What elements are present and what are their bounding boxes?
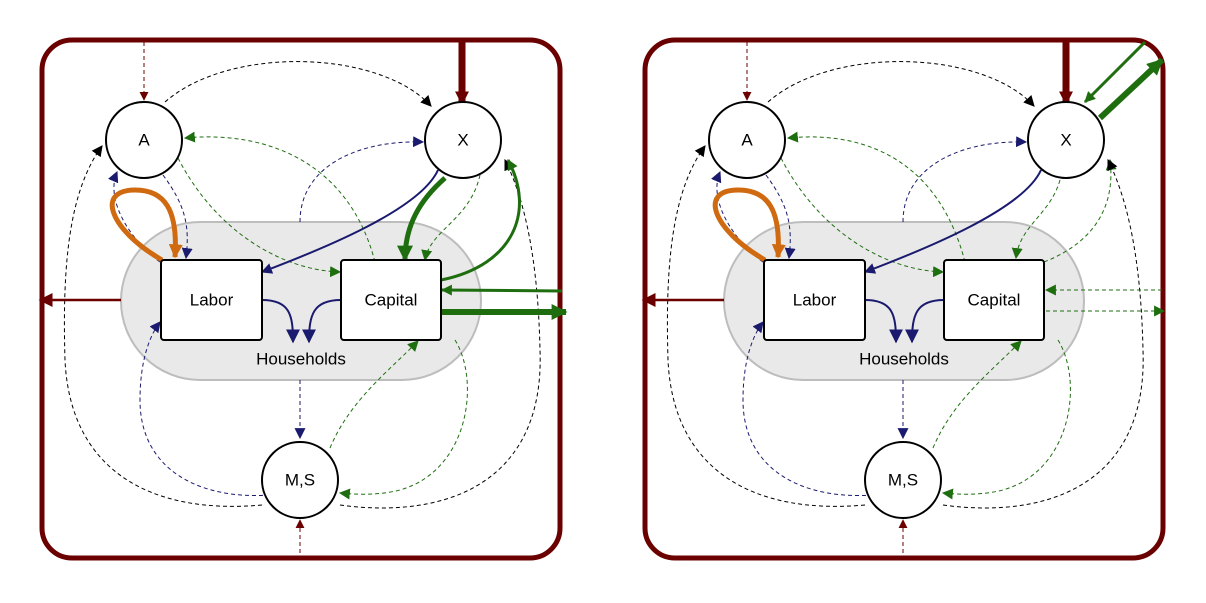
node-MS-label: M,S bbox=[285, 470, 315, 489]
node-capital-label: Capital bbox=[968, 290, 1021, 309]
node-capital[interactable]: Capital bbox=[943, 259, 1045, 341]
flow-capital-X bbox=[440, 159, 521, 282]
node-labor[interactable]: Labor bbox=[160, 259, 263, 341]
edge-MS-labor bbox=[139, 321, 271, 497]
flow-capital-households bbox=[905, 299, 945, 344]
edge-MS-labor bbox=[742, 321, 874, 497]
edge-capital-MS bbox=[941, 339, 1071, 500]
node-labor[interactable]: Labor bbox=[763, 259, 866, 341]
edge-MS-capital bbox=[932, 340, 1022, 449]
node-A-label: A bbox=[741, 130, 753, 149]
households-label: Households bbox=[256, 349, 346, 368]
edge-A-capital bbox=[780, 157, 945, 278]
edge-A-labor bbox=[162, 174, 193, 260]
diagram-left: A X M,S Labor Capital Households bbox=[38, 37, 568, 561]
node-X[interactable]: X bbox=[1027, 101, 1105, 179]
flow-labor-households bbox=[261, 299, 300, 344]
edge-A-capital bbox=[177, 157, 342, 278]
edge-A-X bbox=[767, 61, 1035, 107]
edge-X-capital bbox=[421, 174, 481, 262]
edge-capital-A bbox=[786, 131, 966, 263]
households-label: Households bbox=[859, 349, 949, 368]
node-labor-label: Labor bbox=[793, 290, 837, 309]
edge-X-capital bbox=[1011, 179, 1061, 260]
edge-labor-A bbox=[711, 170, 764, 263]
flow-labor-households bbox=[864, 299, 903, 344]
flow-import-X bbox=[1083, 40, 1147, 104]
flow-X-labor bbox=[260, 169, 439, 274]
edge-MS-A bbox=[63, 145, 263, 507]
edge-MS-X bbox=[339, 159, 541, 509]
edge-MS-X bbox=[942, 159, 1144, 509]
node-labor-label: Labor bbox=[190, 290, 234, 309]
edge-A-labor bbox=[765, 174, 796, 260]
flow-import-capital bbox=[440, 284, 563, 296]
node-A-label: A bbox=[138, 130, 150, 149]
edge-capital-MS bbox=[338, 339, 468, 500]
flow-X-capital bbox=[397, 176, 447, 262]
flow-X-export bbox=[1097, 57, 1165, 121]
node-capital-label: Capital bbox=[365, 290, 418, 309]
node-X[interactable]: X bbox=[424, 101, 502, 179]
edge-capital-X bbox=[1043, 158, 1117, 263]
flow-X-labor bbox=[863, 169, 1042, 274]
edge-MS-capital bbox=[329, 340, 419, 449]
flow-capital-households bbox=[302, 299, 342, 344]
flow-labor-selfloop bbox=[712, 187, 786, 263]
node-capital[interactable]: Capital bbox=[340, 259, 442, 341]
edge-A-X bbox=[164, 61, 432, 107]
node-A[interactable]: A bbox=[708, 101, 786, 179]
node-MS[interactable]: M,S bbox=[864, 441, 942, 519]
node-MS[interactable]: M,S bbox=[261, 441, 339, 519]
flow-labor-selfloop bbox=[109, 187, 183, 263]
node-X-label: X bbox=[457, 130, 468, 149]
node-MS-label: M,S bbox=[888, 470, 918, 489]
node-X-label: X bbox=[1060, 130, 1071, 149]
diagram-right: A X M,S Labor Capital Households bbox=[641, 37, 1166, 561]
edge-labor-X bbox=[902, 136, 1028, 223]
edge-labor-A bbox=[108, 170, 161, 263]
node-A[interactable]: A bbox=[105, 101, 183, 179]
edge-labor-X bbox=[299, 136, 425, 223]
edge-MS-A bbox=[666, 145, 866, 507]
